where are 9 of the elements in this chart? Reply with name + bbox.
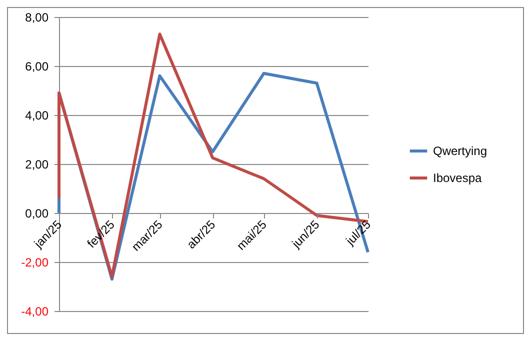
- y-tick-label: 0,00: [25, 206, 49, 220]
- y-tick-label: 4,00: [25, 108, 49, 122]
- legend-label: Qwertying: [433, 144, 488, 158]
- y-tick-label: 6,00: [25, 60, 49, 74]
- y-tick-label: -2,00: [21, 256, 49, 270]
- y-tick-label: 8,00: [25, 10, 49, 24]
- y-tick-label: -4,00: [21, 304, 49, 318]
- legend-label: Ibovespa: [433, 170, 482, 185]
- y-tick-label: 2,00: [25, 158, 49, 172]
